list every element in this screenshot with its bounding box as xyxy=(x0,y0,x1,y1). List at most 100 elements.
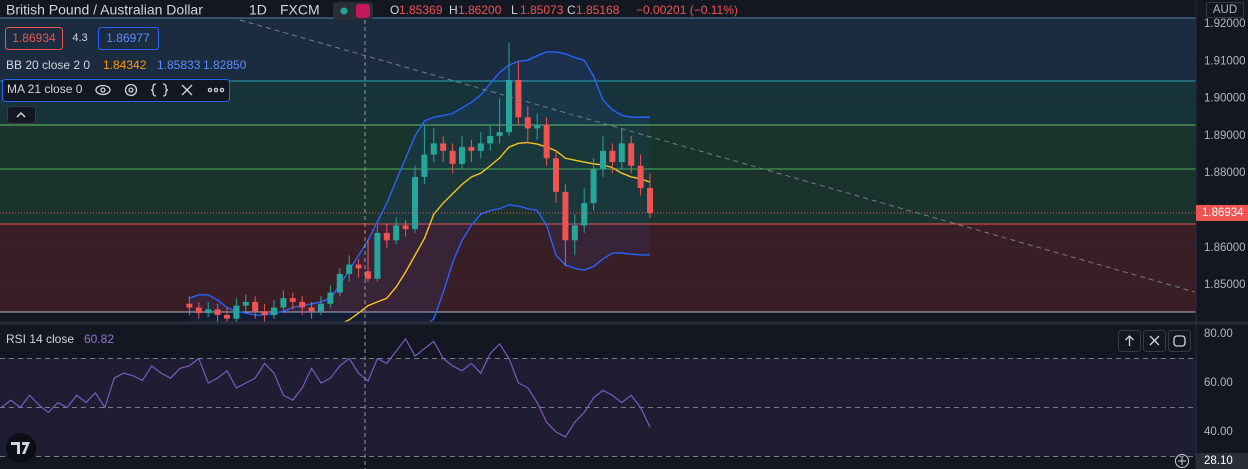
price-pane xyxy=(0,17,1196,322)
candle-body xyxy=(637,165,644,189)
candle-body xyxy=(590,169,597,204)
y-tick-label: 40.00 xyxy=(1204,426,1233,438)
y-tick-label: 1.91000 xyxy=(1204,55,1246,67)
bb-value: 1.84342 xyxy=(103,58,147,72)
interval[interactable]: 1D xyxy=(249,2,267,18)
flag xyxy=(356,4,370,18)
candle-body xyxy=(214,309,221,315)
candle-body xyxy=(477,143,484,151)
currency-box[interactable] xyxy=(1206,2,1244,18)
candle-body xyxy=(609,150,616,163)
ask[interactable]: 1.86977 xyxy=(106,31,150,45)
candle-body xyxy=(524,117,531,129)
ohlc-value: 1.85073 xyxy=(520,3,564,17)
ma-line xyxy=(342,141,651,322)
collapse-button[interactable] xyxy=(7,106,36,124)
rsi-legend: RSI 14 close xyxy=(6,332,74,346)
candle-body xyxy=(515,79,522,118)
candle-body xyxy=(618,143,625,163)
candle-body xyxy=(365,271,371,279)
y-tick-label: 1.86000 xyxy=(1204,242,1246,254)
candle-body xyxy=(252,301,259,312)
candle-body xyxy=(571,225,578,241)
y-tick-label: 1.90000 xyxy=(1204,93,1246,105)
rsi-axis-tag: 28.10 xyxy=(1204,455,1233,467)
candle-body xyxy=(336,273,343,293)
candle-body xyxy=(280,298,287,308)
y-tick-label: 80.00 xyxy=(1204,328,1233,340)
chevron xyxy=(16,111,26,118)
candle-body xyxy=(421,154,428,177)
candle-body xyxy=(468,147,475,151)
bid-box[interactable] xyxy=(5,27,63,50)
bb-value: 1.82850 xyxy=(203,58,247,72)
bb-legend: BB 20 close 2 0 xyxy=(6,58,90,72)
y-tick-label: 60.00 xyxy=(1204,377,1233,389)
ask-box[interactable] xyxy=(98,27,159,50)
candle-body xyxy=(186,303,193,308)
candle-body xyxy=(299,301,306,308)
candle-body xyxy=(261,311,268,315)
bb-lower xyxy=(319,204,650,322)
trend-line xyxy=(239,19,1196,293)
pane-buttons[interactable] xyxy=(1118,330,1191,352)
candle-body xyxy=(318,303,324,312)
bb-value: 1.85833 xyxy=(157,58,201,72)
candle-body xyxy=(534,124,541,129)
ohlc-label: H xyxy=(449,3,458,17)
candle-body xyxy=(562,191,569,241)
candle-body xyxy=(327,292,334,304)
price-axis: 1.920001.910001.900001.890001.880001.870… xyxy=(1196,18,1248,438)
market-open-dot xyxy=(340,7,348,15)
candle-body xyxy=(289,298,296,302)
last-price-tag-box xyxy=(1196,204,1248,221)
last-price-tag: 1.86934 xyxy=(1202,207,1244,219)
candle-body xyxy=(402,225,409,230)
ohlc-value: 1.85369 xyxy=(399,3,443,17)
candle-body xyxy=(553,158,559,192)
rsi-current: 60.82 xyxy=(84,332,114,346)
candle-body xyxy=(383,232,390,241)
candle-body xyxy=(647,188,653,213)
ohlc-label: O xyxy=(390,3,399,17)
add-button[interactable] xyxy=(1175,454,1189,468)
ohlc-value: 1.86200 xyxy=(458,3,502,17)
y-tick-label: 1.85000 xyxy=(1204,279,1246,291)
zone xyxy=(0,17,1196,81)
candle-body xyxy=(496,132,503,136)
bid[interactable]: 1.86934 xyxy=(12,31,56,45)
candle-body xyxy=(195,307,202,314)
candle-body xyxy=(374,232,381,279)
change: −0.00201 (−0.11%) xyxy=(636,3,738,17)
ohlc-label: C xyxy=(567,3,576,17)
currency[interactable]: AUD xyxy=(1213,4,1237,16)
ma-legend-box[interactable] xyxy=(2,79,230,102)
candle-body xyxy=(506,79,512,133)
candle-body xyxy=(543,124,550,159)
ohlc-label: L xyxy=(511,3,518,17)
zone xyxy=(0,125,1196,169)
candle-body xyxy=(600,150,606,170)
candle-body xyxy=(205,309,212,314)
candle-body xyxy=(271,307,277,315)
candle-body xyxy=(440,143,447,151)
candle-body xyxy=(355,264,362,269)
ohlc-value: 1.85168 xyxy=(576,3,620,17)
candle-body xyxy=(346,264,353,274)
exchange: FXCM xyxy=(280,2,320,18)
candle-body xyxy=(628,143,635,166)
legend-icons[interactable] xyxy=(95,83,225,97)
candle-body xyxy=(487,135,494,144)
candle-body xyxy=(449,150,456,164)
candle-body xyxy=(224,314,230,319)
candle-body xyxy=(393,225,400,241)
candle-body xyxy=(233,305,240,319)
y-tick-label: 1.88000 xyxy=(1204,167,1246,179)
zone xyxy=(0,168,1196,225)
rsi-axis-tag-box xyxy=(1196,453,1248,469)
candle-body xyxy=(308,307,315,312)
zone xyxy=(0,224,1196,313)
ohlc: O 1.85369 H 1.86200 L 1.85073 C 1.85168 xyxy=(390,3,620,17)
candle-body xyxy=(242,301,249,306)
